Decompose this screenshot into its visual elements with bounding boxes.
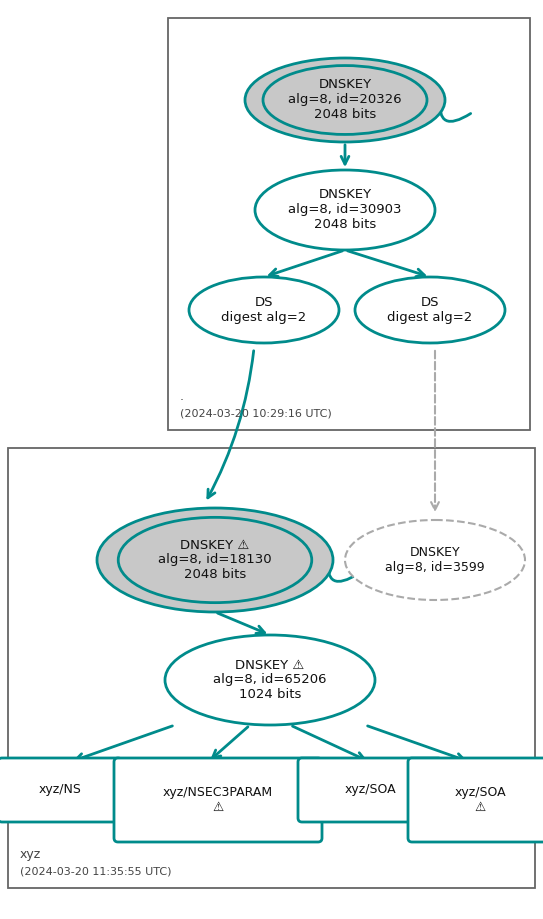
- Text: xyz/SOA
⚠: xyz/SOA ⚠: [454, 786, 506, 814]
- Text: xyz/SOA: xyz/SOA: [344, 784, 396, 797]
- Bar: [168, 18, 530, 430]
- Text: DNSKEY
alg=8, id=30903
2048 bits: DNSKEY alg=8, id=30903 2048 bits: [288, 188, 402, 232]
- Bar: [8, 448, 535, 888]
- FancyBboxPatch shape: [0, 758, 122, 822]
- Text: DNSKEY ⚠
alg=8, id=65206
1024 bits: DNSKEY ⚠ alg=8, id=65206 1024 bits: [213, 659, 327, 701]
- Ellipse shape: [245, 58, 445, 142]
- Ellipse shape: [263, 65, 427, 134]
- Ellipse shape: [97, 508, 333, 612]
- Ellipse shape: [255, 170, 435, 250]
- Text: DNSKEY
alg=8, id=3599: DNSKEY alg=8, id=3599: [385, 546, 485, 574]
- Ellipse shape: [355, 277, 505, 343]
- Text: DS
digest alg=2: DS digest alg=2: [387, 296, 472, 324]
- Text: DNSKEY
alg=8, id=20326
2048 bits: DNSKEY alg=8, id=20326 2048 bits: [288, 78, 402, 121]
- Ellipse shape: [189, 277, 339, 343]
- FancyBboxPatch shape: [298, 758, 442, 822]
- Ellipse shape: [165, 635, 375, 725]
- Text: (2024-03-20 11:35:55 UTC): (2024-03-20 11:35:55 UTC): [20, 866, 172, 876]
- Ellipse shape: [345, 520, 525, 600]
- Text: .: .: [180, 390, 184, 403]
- Text: (2024-03-20 10:29:16 UTC): (2024-03-20 10:29:16 UTC): [180, 408, 332, 418]
- Text: xyz: xyz: [20, 848, 41, 861]
- Ellipse shape: [118, 517, 312, 603]
- FancyBboxPatch shape: [114, 758, 322, 842]
- Text: DNSKEY ⚠
alg=8, id=18130
2048 bits: DNSKEY ⚠ alg=8, id=18130 2048 bits: [158, 539, 272, 582]
- Text: DS
digest alg=2: DS digest alg=2: [222, 296, 307, 324]
- Text: xyz/NSEC3PARAM
⚠: xyz/NSEC3PARAM ⚠: [163, 786, 273, 814]
- FancyBboxPatch shape: [408, 758, 543, 842]
- Text: xyz/NS: xyz/NS: [39, 784, 81, 797]
